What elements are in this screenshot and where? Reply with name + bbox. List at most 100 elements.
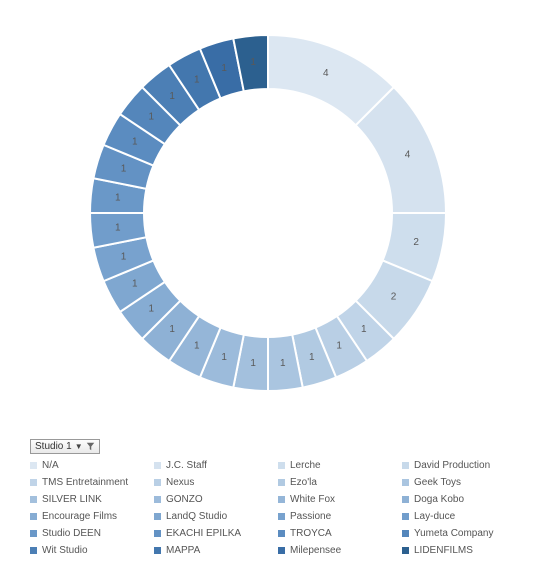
legend-item[interactable]: David Production (402, 460, 520, 471)
legend-marker (278, 513, 285, 520)
legend-item[interactable]: Yumeta Company (402, 528, 520, 539)
slice-value-label: 1 (132, 279, 138, 290)
legend-marker (154, 479, 161, 486)
legend-label: SILVER LINK (42, 494, 102, 505)
legend-item[interactable]: Encourage Films (30, 511, 148, 522)
legend-marker (278, 547, 285, 554)
legend-item[interactable]: LIDENFILMS (402, 545, 520, 556)
legend-item[interactable]: Milepensee (278, 545, 396, 556)
legend-marker (278, 462, 285, 469)
slice-value-label: 1 (148, 303, 154, 314)
filter-icon (86, 442, 95, 451)
legend-marker (30, 462, 37, 469)
legend-marker (402, 547, 409, 554)
legend-label: TROYCA (290, 528, 332, 539)
legend-label: MAPPA (166, 545, 200, 556)
legend-marker (30, 496, 37, 503)
slice-value-label: 1 (115, 222, 121, 233)
legend-label: Geek Toys (414, 477, 461, 488)
legend-label: Yumeta Company (414, 528, 494, 539)
legend-label: Doga Kobo (414, 494, 464, 505)
legend-label: TMS Entretainment (42, 477, 128, 488)
slice-value-label: 1 (309, 352, 315, 363)
legend-item[interactable]: LandQ Studio (154, 511, 272, 522)
slice-value-label: 1 (221, 352, 227, 363)
legend-item[interactable]: Passione (278, 511, 396, 522)
legend-marker (154, 513, 161, 520)
legend-label: N/A (42, 460, 59, 471)
legend-marker (278, 479, 285, 486)
legend-marker (402, 496, 409, 503)
legend-marker (402, 513, 409, 520)
legend-label: Lerche (290, 460, 321, 471)
legend-label: White Fox (290, 494, 335, 505)
legend-marker (402, 479, 409, 486)
legend-field-button[interactable]: Studio 1 ▼ (30, 439, 100, 454)
legend-marker (154, 547, 161, 554)
legend-item[interactable]: Doga Kobo (402, 494, 520, 505)
legend-item[interactable]: TROYCA (278, 528, 396, 539)
slice-value-label: 1 (336, 341, 342, 352)
legend-item[interactable]: Lay-duce (402, 511, 520, 522)
slice-value-label: 1 (132, 136, 138, 147)
legend-item[interactable]: Wit Studio (30, 545, 148, 556)
legend-marker (154, 462, 161, 469)
donut-chart: 4 4 2 2 1 1 1 1 1 1 1 1 1 1 1 1 1 1 1 1 1 1 1 1 (0, 0, 537, 420)
slice-value-label: 1 (121, 164, 127, 175)
legend-marker (278, 530, 285, 537)
slice-value-label: 1 (148, 112, 154, 123)
legend-marker (402, 530, 409, 537)
legend-marker (30, 547, 37, 554)
slice-value-label: 1 (169, 324, 175, 335)
slice-value-label: 1 (221, 63, 227, 74)
legend-item[interactable]: N/A (30, 460, 148, 471)
legend-label: GONZO (166, 494, 203, 505)
slice-value-label: 1 (250, 57, 256, 68)
slice-value-label: 1 (194, 341, 200, 352)
legend-marker (30, 513, 37, 520)
slice-value-label: 1 (115, 193, 121, 204)
legend-item[interactable]: J.C. Staff (154, 460, 272, 471)
legend-marker (30, 530, 37, 537)
legend-marker (30, 479, 37, 486)
legend-marker (402, 462, 409, 469)
legend: Studio 1 ▼ N/A J.C. Staff Lerche David Prod… (30, 436, 520, 556)
slice-value-label: 1 (280, 358, 286, 369)
legend-label: Encourage Films (42, 511, 117, 522)
slice-value-label: 4 (323, 68, 329, 79)
legend-label: LandQ Studio (166, 511, 227, 522)
slice-value-label: 4 (405, 150, 411, 161)
legend-label: David Production (414, 460, 490, 471)
slice-value-label: 1 (250, 358, 256, 369)
slice-value-label: 2 (413, 237, 419, 248)
legend-label: Ezo'la (290, 477, 317, 488)
legend-item[interactable]: Nexus (154, 477, 272, 488)
legend-label: Passione (290, 511, 331, 522)
legend-label: Lay-duce (414, 511, 455, 522)
legend-item[interactable]: EKACHI EPILKA (154, 528, 272, 539)
legend-label: J.C. Staff (166, 460, 207, 471)
sort-descending-icon: ▼ (75, 442, 83, 451)
slice-value-label: 1 (169, 91, 175, 102)
legend-item[interactable]: White Fox (278, 494, 396, 505)
legend-marker (154, 496, 161, 503)
legend-item[interactable]: GONZO (154, 494, 272, 505)
slice-value-label: 1 (361, 324, 367, 335)
legend-item[interactable]: Geek Toys (402, 477, 520, 488)
legend-field-label: Studio 1 (35, 441, 72, 452)
slice-value-label: 1 (194, 74, 200, 85)
legend-label: EKACHI EPILKA (166, 528, 241, 539)
legend-label: Studio DEEN (42, 528, 101, 539)
legend-item[interactable]: SILVER LINK (30, 494, 148, 505)
legend-label: LIDENFILMS (414, 545, 473, 556)
slice-value-label: 1 (121, 251, 127, 262)
legend-marker (278, 496, 285, 503)
legend-marker (154, 530, 161, 537)
legend-item[interactable]: Ezo'la (278, 477, 396, 488)
legend-item[interactable]: Lerche (278, 460, 396, 471)
legend-label: Nexus (166, 477, 194, 488)
legend-item[interactable]: Studio DEEN (30, 528, 148, 539)
legend-item[interactable]: TMS Entretainment (30, 477, 148, 488)
slice-value-label: 2 (391, 291, 397, 302)
legend-item[interactable]: MAPPA (154, 545, 272, 556)
